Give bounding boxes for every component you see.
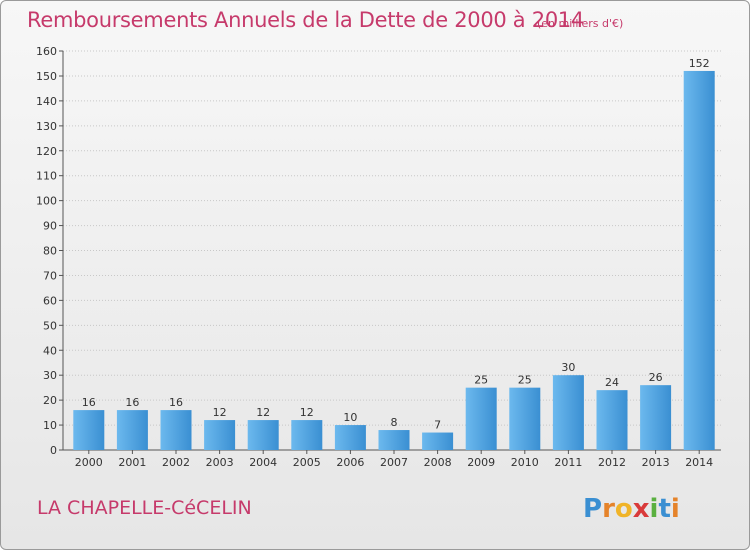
data-label: 16 <box>82 396 96 409</box>
y-tick-label: 40 <box>43 344 57 357</box>
data-label: 12 <box>300 406 314 419</box>
x-tick-label: 2003 <box>206 456 234 469</box>
bar <box>509 387 541 450</box>
y-tick-label: 0 <box>50 444 57 457</box>
y-tick-label: 150 <box>36 70 57 83</box>
proxiti-logo: Proxiti <box>583 494 680 524</box>
x-tick-label: 2006 <box>336 456 364 469</box>
y-tick-label: 120 <box>36 145 57 158</box>
commune-name: LA CHAPELLE-CéCELIN <box>37 497 252 519</box>
data-label: 24 <box>605 376 619 389</box>
x-tick-label: 2011 <box>554 456 582 469</box>
data-label: 10 <box>343 411 357 424</box>
bar <box>552 375 584 450</box>
data-label: 7 <box>434 419 441 432</box>
chart-subtitle: (en milliers d'€) <box>537 17 624 30</box>
data-label: 8 <box>391 416 398 429</box>
data-label: 25 <box>474 374 488 387</box>
bar <box>291 420 323 450</box>
bar <box>596 390 628 450</box>
x-tick-label: 2009 <box>467 456 495 469</box>
bar <box>465 387 497 450</box>
y-tick-label: 60 <box>43 294 57 307</box>
x-tick-label: 2010 <box>511 456 539 469</box>
chart-title: Remboursements Annuels de la Dette de 20… <box>27 8 584 32</box>
bar <box>378 430 410 450</box>
x-tick-label: 2001 <box>118 456 146 469</box>
bar <box>640 385 672 450</box>
x-tick-label: 2004 <box>249 456 277 469</box>
bar <box>204 420 236 450</box>
bar <box>160 410 192 450</box>
y-tick-label: 100 <box>36 195 57 208</box>
y-tick-label: 140 <box>36 95 57 108</box>
bar <box>116 410 148 450</box>
y-tick-label: 10 <box>43 419 57 432</box>
x-tick-label: 2013 <box>642 456 670 469</box>
x-tick-label: 2005 <box>293 456 321 469</box>
data-label: 30 <box>561 361 575 374</box>
data-label: 25 <box>518 374 532 387</box>
bar <box>683 70 715 450</box>
bar <box>73 410 105 450</box>
bar <box>422 432 454 450</box>
data-label: 152 <box>689 57 710 70</box>
svg-text:Proxiti: Proxiti <box>583 494 680 524</box>
x-tick-label: 2002 <box>162 456 190 469</box>
x-tick-label: 2000 <box>75 456 103 469</box>
bars <box>73 70 715 450</box>
bar <box>247 420 279 450</box>
data-label: 26 <box>649 371 663 384</box>
y-tick-label: 110 <box>36 170 57 183</box>
y-tick-label: 50 <box>43 319 57 332</box>
data-label: 12 <box>256 406 270 419</box>
y-tick-label: 130 <box>36 120 57 133</box>
data-labels: 16 16 16 12 12 12 10 8 7 25 25 30 24 26 152 <box>82 57 710 432</box>
x-tick-label: 2012 <box>598 456 626 469</box>
y-tick-label: 20 <box>43 394 57 407</box>
y-tick-label: 90 <box>43 220 57 233</box>
y-tick-label: 30 <box>43 369 57 382</box>
data-label: 16 <box>125 396 139 409</box>
x-tick-label: 2014 <box>685 456 713 469</box>
y-tick-label: 80 <box>43 245 57 258</box>
data-label: 12 <box>213 406 227 419</box>
y-tick-label: 160 <box>36 45 57 58</box>
x-tick-label: 2008 <box>424 456 452 469</box>
y-tick-label: 70 <box>43 269 57 282</box>
data-label: 16 <box>169 396 183 409</box>
bar <box>334 425 366 450</box>
x-tick-label: 2007 <box>380 456 408 469</box>
